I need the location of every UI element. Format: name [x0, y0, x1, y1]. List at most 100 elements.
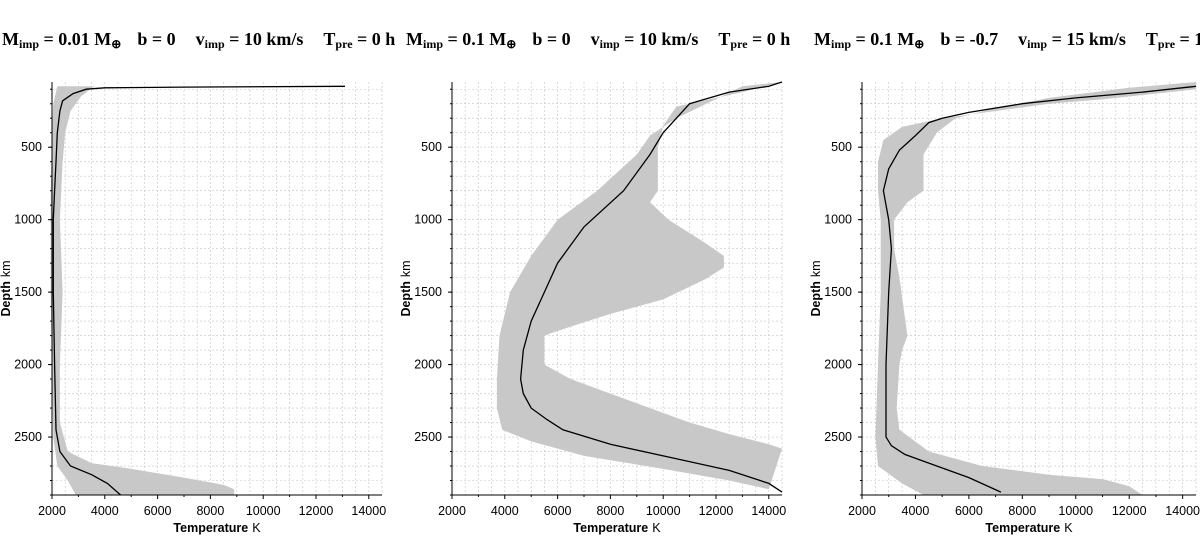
title-part-b-text: b = 0 [532, 29, 570, 49]
x-tick-label: 14000 [1165, 504, 1200, 518]
x-tick-label: 8000 [1008, 504, 1036, 518]
title-part-v-sub: imp [205, 37, 225, 51]
x-tick-label: 8000 [596, 504, 624, 518]
title-part-T-label: T [718, 29, 730, 49]
x-tick-label: 14000 [751, 504, 786, 518]
x-tick-label: 12000 [699, 504, 734, 518]
x-axis-label-unit: K [1064, 521, 1073, 535]
chart-title: Mimp = 0.01 M⊕ b = 0 vimp = 10 km/s Tpre = … [2, 29, 395, 51]
y-tick-label: 1500 [824, 285, 852, 299]
y-axis-label: Depth km [809, 260, 823, 316]
title-part-M-label: M [814, 29, 831, 49]
y-tick-label: 2000 [414, 358, 442, 372]
y-axis-label-name: Depth [0, 281, 13, 316]
x-tick-label: 12000 [299, 504, 334, 518]
x-tick-label: 6000 [544, 504, 572, 518]
title-part-M-label: M [406, 29, 423, 49]
x-axis-label: Temperature K [573, 521, 661, 535]
temperature-range-band [496, 82, 782, 490]
mean-temperature-line [519, 81, 783, 493]
x-axis-label-name: Temperature [985, 521, 1060, 535]
y-tick-label: 1500 [414, 285, 442, 299]
x-tick-label: 2000 [38, 504, 66, 518]
title-part-M-label: M [2, 29, 19, 49]
y-tick-label: 1500 [14, 285, 42, 299]
title-part-b-text: b = 0 [137, 29, 175, 49]
y-axis-label-unit: km [399, 260, 413, 277]
title-part-b-text: b = -0.7 [940, 29, 998, 49]
title-part-T-value: = 0 h [748, 29, 791, 49]
temperature-range-band [875, 82, 1196, 495]
x-axis-label-name: Temperature [173, 521, 248, 535]
title-part-v-sub: imp [600, 37, 620, 51]
y-tick-label: 2000 [14, 358, 42, 372]
title-part-v-value: = 15 km/s [1047, 29, 1126, 49]
y-axis-label: Depth km [0, 260, 13, 316]
x-tick-label: 10000 [246, 504, 281, 518]
chart-panel-1: Mimp = 0.01 M⊕ b = 0 vimp = 10 km/s Tpre = … [0, 29, 395, 535]
x-axis-label: Temperature K [173, 521, 261, 535]
title-part-T-value: = 0 h [353, 29, 396, 49]
y-axis-label: Depth km [399, 260, 413, 316]
x-axis-label-name: Temperature [573, 521, 648, 535]
title-part-T-label: T [1146, 29, 1158, 49]
y-axis-label-unit: km [809, 260, 823, 277]
y-tick-label: 500 [831, 140, 852, 154]
title-part-T-value: = 12 h [1175, 29, 1200, 49]
mean-temperature-line [882, 85, 1197, 493]
mean-temperature-line [52, 85, 346, 496]
x-tick-label: 10000 [646, 504, 681, 518]
x-tick-label: 4000 [91, 504, 119, 518]
title-part-v-label: v [196, 29, 205, 49]
x-tick-label: 2000 [848, 504, 876, 518]
temperature-range-band [50, 86, 235, 496]
y-tick-label: 1000 [414, 213, 442, 227]
chart-title: Mimp = 0.1 M⊕ b = 0 vimp = 10 km/s Tpre = 0… [406, 29, 790, 51]
x-tick-label: 6000 [144, 504, 172, 518]
x-axis-label-unit: K [652, 521, 661, 535]
title-part-T-sub: pre [730, 37, 748, 51]
y-axis-label-unit: km [0, 260, 13, 277]
x-tick-label: 10000 [1058, 504, 1093, 518]
x-axis-label-unit: K [252, 521, 261, 535]
y-tick-label: 2000 [824, 358, 852, 372]
x-tick-label: 6000 [955, 504, 983, 518]
grid [861, 82, 1197, 496]
title-part-v-sub: imp [1027, 37, 1047, 51]
title-part-M-value: = 0.01 M [39, 29, 111, 49]
y-tick-label: 2500 [14, 430, 42, 444]
y-axis-label-name: Depth [809, 281, 823, 316]
y-tick-label: 500 [21, 140, 42, 154]
grid [51, 82, 383, 496]
title-part-v-label: v [1018, 29, 1027, 49]
y-tick-label: 500 [421, 140, 442, 154]
title-part-M-sub: imp [423, 37, 443, 51]
title-part-v-value: = 10 km/s [620, 29, 699, 49]
title-part-T-sub: pre [335, 37, 353, 51]
x-tick-label: 8000 [196, 504, 224, 518]
title-part-M-unit: ⊕ [111, 37, 121, 51]
chart-panel-2: Mimp = 0.1 M⊕ b = 0 vimp = 10 km/s Tpre = 0… [399, 29, 790, 535]
title-part-M-sub: imp [831, 37, 851, 51]
title-part-M-unit: ⊕ [914, 37, 924, 51]
title-part-T-label: T [323, 29, 335, 49]
title-part-M-sub: imp [19, 37, 39, 51]
y-tick-label: 1000 [14, 213, 42, 227]
x-tick-label: 12000 [1112, 504, 1147, 518]
y-tick-label: 2500 [824, 430, 852, 444]
title-part-M-value: = 0.1 M [443, 29, 506, 49]
title-part-v-label: v [591, 29, 600, 49]
chart-panel-3: Mimp = 0.1 M⊕ b = -0.7 vimp = 15 km/s Tpre … [809, 29, 1200, 535]
y-tick-label: 2500 [414, 430, 442, 444]
title-part-M-value: = 0.1 M [851, 29, 914, 49]
title-part-M-unit: ⊕ [506, 37, 516, 51]
x-tick-label: 14000 [351, 504, 386, 518]
y-tick-label: 1000 [824, 213, 852, 227]
title-part-T-sub: pre [1158, 37, 1176, 51]
chart-title: Mimp = 0.1 M⊕ b = -0.7 vimp = 15 km/s Tpre … [814, 29, 1200, 51]
y-axis-label-name: Depth [399, 281, 413, 316]
x-tick-label: 4000 [491, 504, 519, 518]
x-tick-label: 4000 [902, 504, 930, 518]
x-tick-label: 2000 [438, 504, 466, 518]
